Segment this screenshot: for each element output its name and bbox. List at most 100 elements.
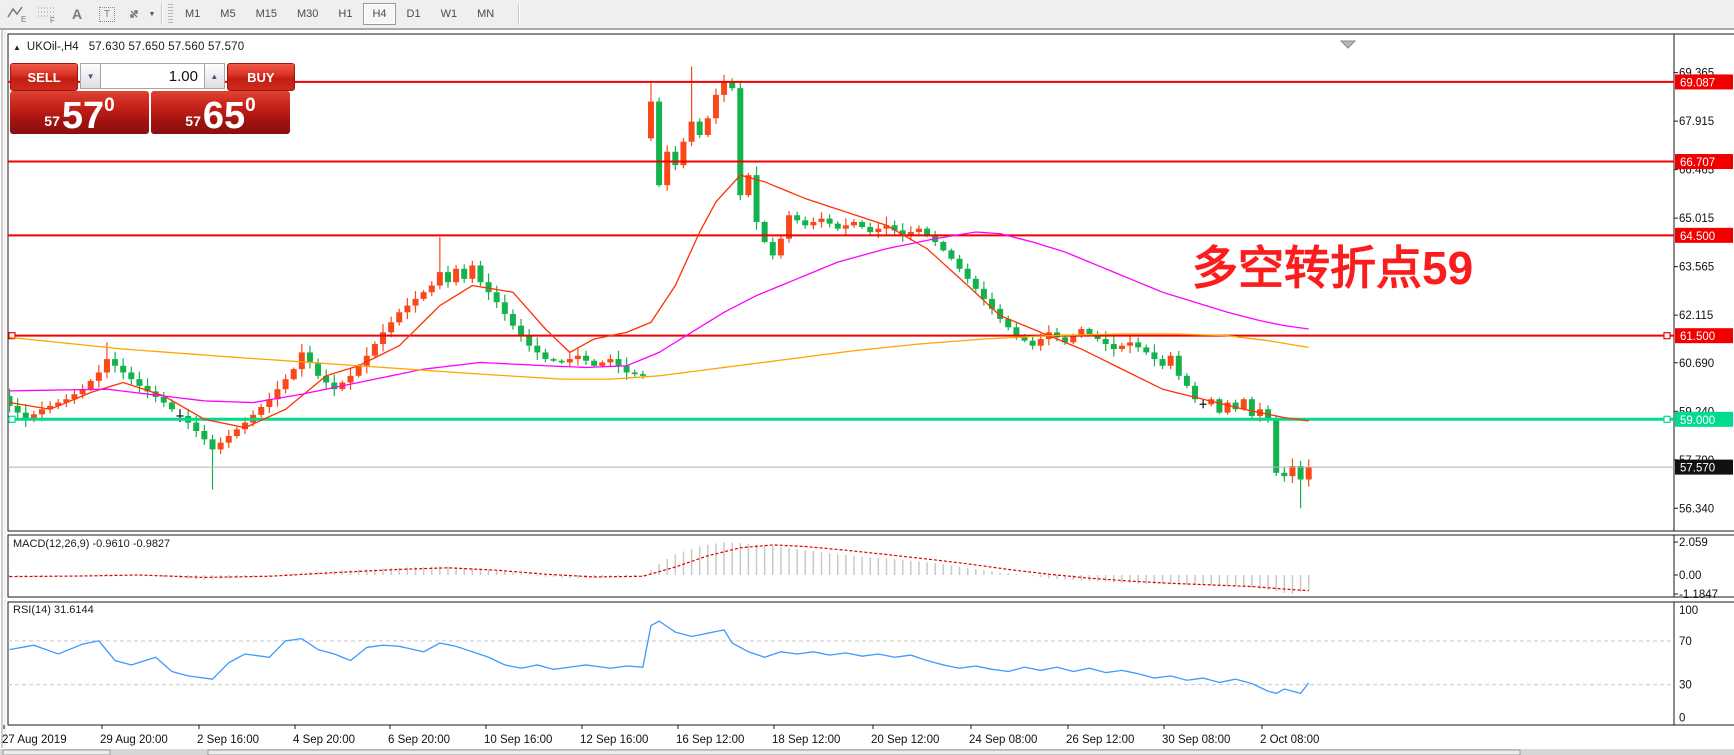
tf-button-m15[interactable]: M15	[255, 8, 277, 20]
price-badge-66.707	[1675, 154, 1733, 170]
candle-body	[729, 81, 736, 89]
candle-body	[1151, 352, 1158, 360]
icon-sub-f: F	[50, 16, 55, 24]
candle-body	[453, 268, 460, 283]
window-tab[interactable]	[2, 749, 111, 755]
candle-body	[315, 362, 322, 376]
tf-button-h4[interactable]: H4	[363, 3, 396, 25]
toolbar-drag-handle[interactable]	[168, 4, 173, 24]
rsi-axis-label: 0	[1679, 713, 1685, 725]
grid-fibonacci-icon[interactable]: F	[34, 2, 60, 26]
candle-body	[30, 414, 37, 420]
candle-body	[120, 365, 127, 373]
toolbar-separator	[518, 3, 521, 25]
candle-body	[355, 365, 362, 376]
price-badge-59.000-text: 59.000	[1680, 415, 1715, 427]
tf-button-w1[interactable]: W1	[440, 8, 458, 20]
volume-increase-button[interactable]: ▲	[204, 63, 225, 89]
candle-body	[258, 407, 265, 415]
candle-body	[761, 221, 768, 243]
line-selection-handle[interactable]	[8, 415, 16, 423]
price-tick-label: 60.690	[1679, 358, 1714, 370]
time-tick-label: 2 Sep 16:00	[197, 734, 259, 746]
candle-body	[940, 242, 947, 251]
macd-axis-label: 0.00	[1679, 570, 1701, 582]
candle-body	[1224, 402, 1231, 413]
candle-body	[323, 375, 330, 383]
candle-body	[290, 369, 297, 380]
candle-body	[656, 101, 663, 186]
tf-button-h1[interactable]: H1	[338, 8, 353, 20]
candle-body	[615, 359, 622, 366]
volume-decrease-button[interactable]: ▼	[80, 63, 101, 89]
sell-button[interactable]: SELL	[10, 63, 79, 91]
text-box-icon[interactable]: T	[94, 2, 120, 26]
slow-ma	[9, 333, 1309, 380]
candle-body	[79, 389, 86, 395]
tf-button-mn[interactable]: MN	[477, 8, 495, 20]
price-badge-69.087-text: 69.087	[1680, 77, 1715, 89]
candle-body	[63, 399, 70, 403]
candle-body	[282, 379, 289, 390]
tf-button-m5[interactable]: M5	[220, 8, 236, 20]
collapse-triangle-icon[interactable]: ▲	[13, 43, 21, 52]
time-tick-label: 12 Sep 16:00	[580, 734, 648, 746]
candle-body	[1078, 328, 1085, 336]
cursor-mode-icon[interactable]: ▼	[124, 2, 158, 26]
candle-body	[1183, 375, 1190, 386]
candle-body	[980, 288, 987, 299]
window-pane[interactable]	[207, 749, 1521, 755]
candle-body	[1305, 467, 1312, 480]
indicators-expert-icon[interactable]: E	[4, 2, 30, 26]
sell-price-big: 57	[61, 95, 105, 137]
candle-body	[71, 394, 78, 400]
rsi-axis-label: 30	[1679, 680, 1692, 692]
price-axis[interactable]: 69.36567.91566.46565.01563.56562.11560.6…	[1674, 68, 1733, 516]
price-badge-69.087	[1675, 74, 1733, 90]
tf-button-m1[interactable]: M1	[185, 8, 201, 20]
candle-body	[1273, 419, 1280, 473]
time-axis[interactable]: 27 Aug 2019 29 Aug 20:00 2 Sep 16:00 4 Sep …	[2, 725, 1319, 746]
sell-price-panel[interactable]: 57 57 0	[10, 91, 149, 137]
line-selection-handle[interactable]	[8, 332, 16, 340]
time-tick-label: 2 Oct 08:00	[1260, 734, 1319, 746]
candle-body	[103, 359, 110, 373]
candle-body	[38, 409, 45, 415]
candle-body	[842, 225, 849, 229]
ohlc-readout: 57.630 57.650 57.560 57.570	[88, 41, 245, 53]
line-selection-handle[interactable]	[1663, 332, 1671, 340]
text-label-icon[interactable]: A	[71, 6, 83, 22]
buy-button[interactable]: BUY	[226, 63, 295, 91]
candle-body	[574, 355, 581, 360]
candle-body	[217, 442, 224, 450]
tf-button-d1[interactable]: D1	[406, 8, 421, 20]
candle-body	[753, 175, 760, 222]
chart-title: ▲ UKOil-,H4 57.630 57.650 57.560 57.570	[13, 41, 244, 53]
buy-price-panel[interactable]: 57 65 0	[151, 91, 290, 135]
candle-body	[485, 282, 492, 293]
candle-body	[1232, 402, 1239, 410]
candle-body	[867, 226, 874, 232]
bid-price-badge-text: 57.570	[1680, 463, 1715, 475]
candle-body	[534, 345, 541, 353]
candle-body	[168, 402, 175, 410]
candle-body	[1297, 466, 1304, 480]
one-click-trading-panel: SELL ▼ ▲ BUY 57 57 0 57 65 0	[10, 63, 295, 137]
tf-button-m30[interactable]: M30	[296, 8, 319, 20]
candle-body	[607, 359, 614, 363]
chart-canvas[interactable]: 多空转折点5969.36567.91566.46565.01563.56562.…	[0, 30, 1734, 755]
line-selection-handle[interactable]	[1663, 415, 1671, 423]
candle-body	[1029, 340, 1036, 346]
candle-body	[712, 94, 719, 119]
candle-body	[1086, 328, 1093, 335]
time-tick-label: 24 Sep 08:00	[969, 734, 1037, 746]
toolbar-separator	[161, 3, 163, 25]
candle-body	[306, 352, 313, 363]
fast-ma-line	[9, 174, 1309, 429]
candle-body	[964, 268, 971, 279]
volume-input[interactable]	[101, 63, 204, 89]
candle-body	[1102, 339, 1109, 345]
candle-body	[1143, 347, 1150, 353]
candle-body	[193, 422, 200, 431]
chart-shift-marker[interactable]	[1339, 40, 1357, 49]
